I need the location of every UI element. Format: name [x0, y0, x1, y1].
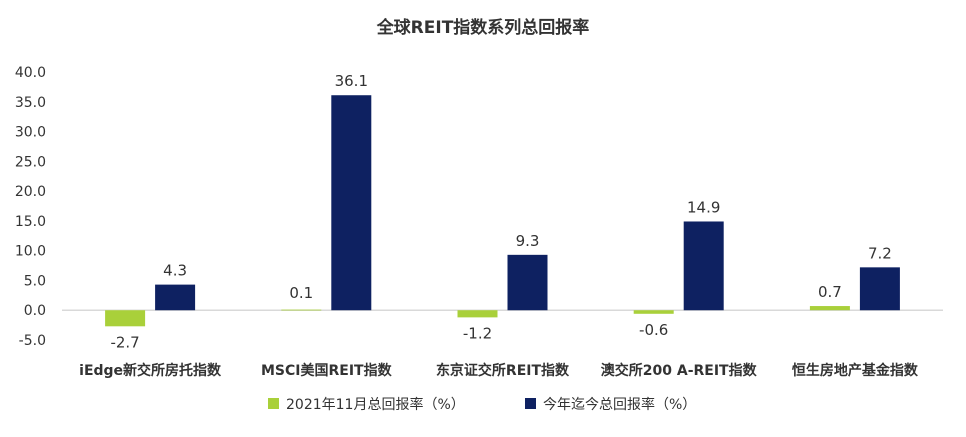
bar-series-1	[331, 95, 372, 311]
y-tick-label: -5.0	[19, 333, 46, 349]
x-category-label: MSCI美国REIT指数	[261, 362, 393, 379]
data-label: 9.3	[516, 232, 540, 250]
y-tick-label: 35.0	[15, 95, 46, 111]
legend-swatch-1	[525, 398, 536, 409]
x-category-label: 东京证交所REIT指数	[436, 362, 570, 379]
x-category-label: 恒生房地产基金指数	[792, 362, 919, 379]
bar-series-1	[859, 267, 900, 311]
legend-label-1: 今年迄今总回报率（%）	[543, 396, 696, 413]
y-tick-label: 40.0	[15, 65, 46, 81]
data-label: -2.7	[110, 333, 139, 351]
data-label: 14.9	[687, 198, 720, 216]
data-label: 0.1	[289, 284, 313, 302]
y-tick-label: 10.0	[15, 244, 46, 260]
bar-series-0	[281, 309, 322, 311]
data-label: -1.2	[463, 324, 492, 342]
bar-series-0	[633, 310, 674, 314]
data-label: 0.7	[818, 283, 842, 301]
y-tick-label: 15.0	[15, 214, 46, 230]
bar-series-0	[105, 310, 146, 327]
y-tick-label: 25.0	[15, 154, 46, 170]
x-category-label: iEdge新交所房托指数	[79, 362, 222, 379]
bar-series-0	[809, 306, 850, 311]
y-tick-label: 20.0	[15, 184, 46, 200]
y-tick-label: 30.0	[15, 125, 46, 141]
bar-series-1	[507, 254, 548, 311]
data-label: -0.6	[639, 321, 668, 339]
chart-title: 全球REIT指数系列总回报率	[376, 17, 590, 38]
legend-label-0: 2021年11月总回报率（%）	[286, 396, 465, 413]
data-label: 36.1	[335, 72, 368, 90]
legend-swatch-0	[268, 398, 279, 409]
bar-series-1	[683, 221, 724, 311]
bar-series-0	[457, 310, 498, 318]
data-label: 7.2	[868, 244, 892, 262]
x-category-label: 澳交所200 A-REIT指数	[601, 362, 758, 379]
bar-series-1	[155, 284, 196, 311]
data-label: 4.3	[163, 262, 187, 280]
y-tick-label: 5.0	[24, 273, 46, 289]
y-tick-label: 0.0	[24, 303, 46, 319]
